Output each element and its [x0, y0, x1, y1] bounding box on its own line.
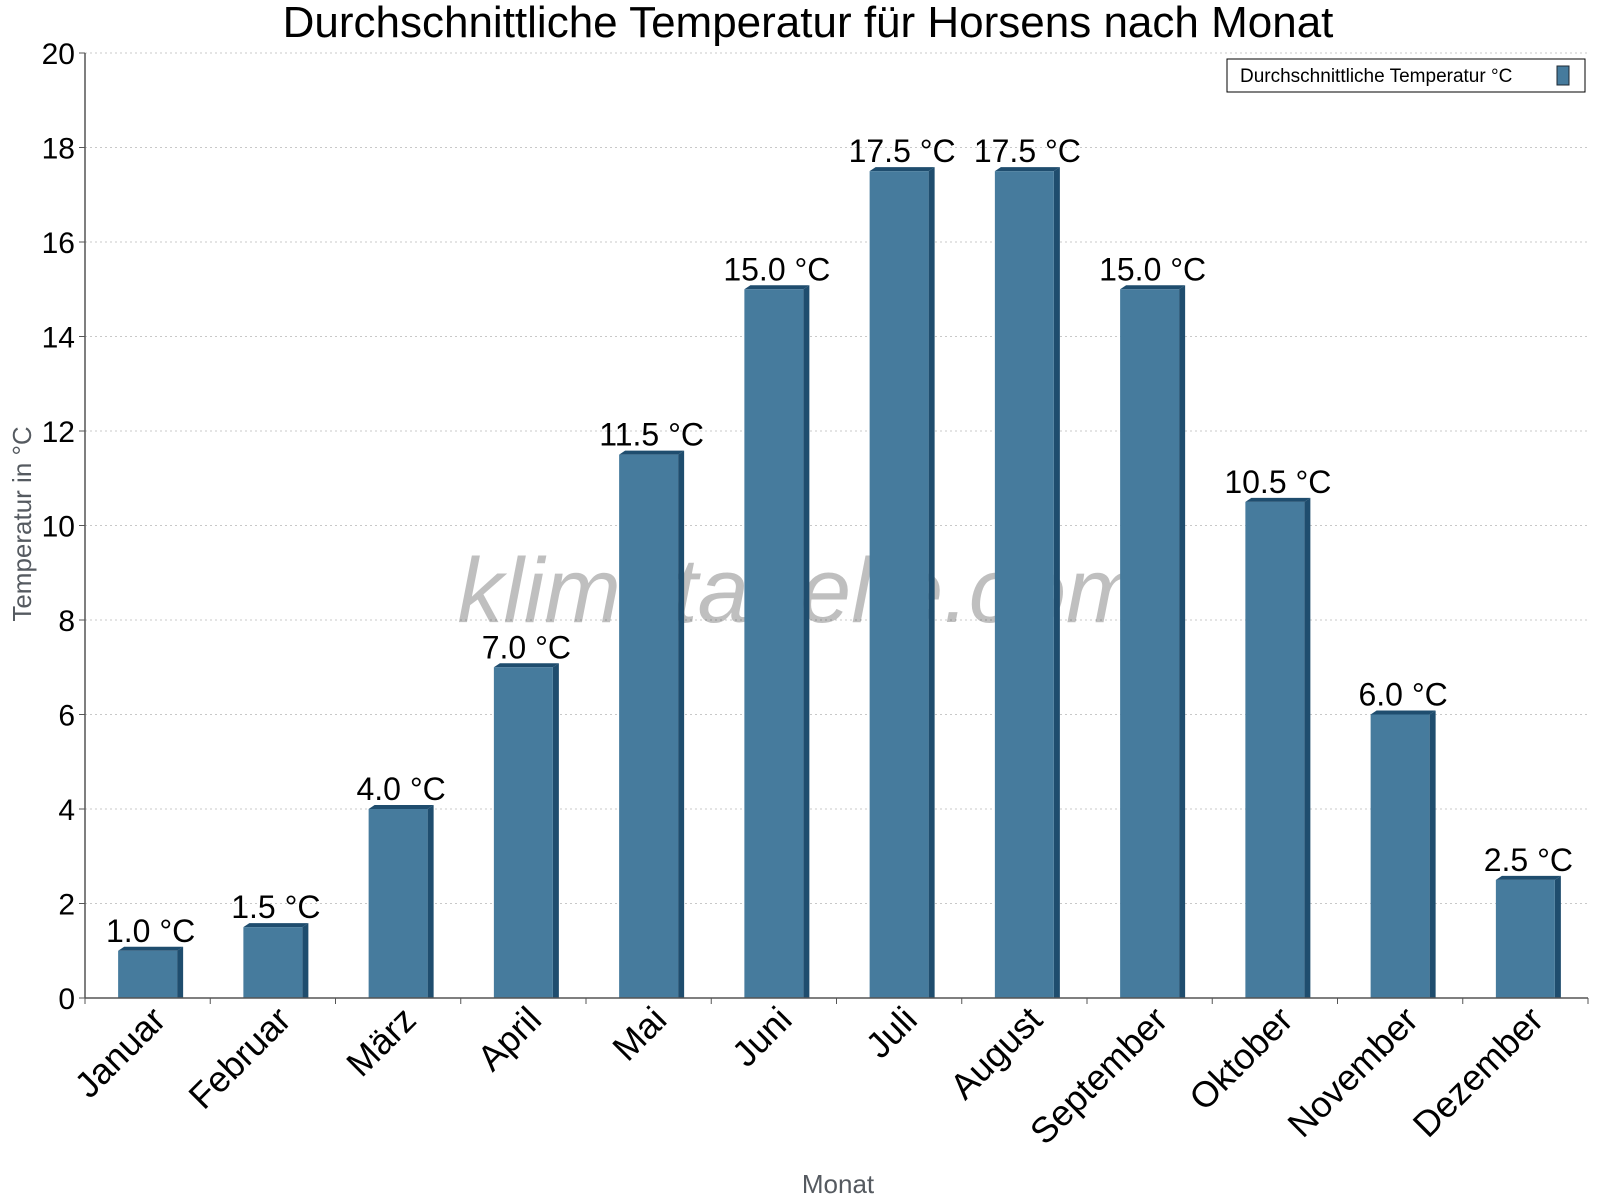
bar-top	[744, 285, 810, 290]
x-tick-label: Juli	[858, 999, 925, 1066]
bar-side	[302, 923, 309, 998]
bar-top	[1370, 710, 1436, 715]
legend-entry-label: Durchschnittliche Temperatur °C	[1240, 66, 1512, 87]
bar-11	[1370, 710, 1436, 998]
y-tick-label: 14	[42, 322, 75, 355]
y-tick-label: 4	[58, 794, 75, 827]
bar-top	[368, 805, 434, 809]
bar-front	[994, 171, 1054, 998]
data-label: 17.5 °C	[974, 133, 1081, 169]
data-label: 4.0 °C	[356, 771, 445, 807]
bar-front	[368, 809, 428, 998]
chart-title: Durchschnittliche Temperatur für Horsens…	[283, 0, 1334, 47]
bar-top	[1245, 497, 1311, 502]
x-tick-label: September	[1022, 999, 1176, 1153]
bar-front	[619, 454, 679, 998]
data-labels: 1.0 °C 1.5 °C 4.0 °C 7.0 °C 11.5 °C 15.0 °C 17…	[106, 133, 1573, 949]
bar-front	[1370, 714, 1430, 998]
x-tick-label: April	[469, 999, 549, 1079]
data-label: 1.5 °C	[231, 889, 320, 925]
y-tick-label: 10	[42, 511, 75, 544]
x-tick-label: August	[942, 999, 1050, 1107]
bar-1	[118, 946, 184, 998]
grid-lines	[85, 52, 1588, 904]
bar-front	[243, 927, 303, 998]
axes	[79, 52, 1589, 1004]
bar-side	[928, 167, 935, 998]
bar-side	[1053, 167, 1060, 998]
bar-10	[1245, 497, 1311, 998]
data-label: 15.0 °C	[723, 251, 830, 287]
bar-top	[869, 167, 935, 172]
y-tick-label: 20	[42, 38, 75, 71]
y-tick-label: 0	[58, 983, 75, 1016]
data-label: 17.5 °C	[849, 133, 956, 169]
bar-2	[243, 923, 309, 998]
bar-side	[1429, 710, 1436, 998]
data-label: 11.5 °C	[599, 417, 704, 453]
x-tick-label: Mai	[604, 999, 674, 1069]
bar-3	[368, 805, 434, 998]
x-tick-label: Juni	[724, 999, 800, 1075]
legend-box	[1226, 58, 1586, 93]
bar-top	[118, 946, 184, 951]
bar-front	[1120, 289, 1180, 998]
y-tick-label: 8	[58, 605, 75, 638]
bar-front	[493, 667, 553, 998]
bar-12	[1495, 875, 1561, 998]
x-tick-label: März	[338, 999, 424, 1085]
x-tick-label: Januar	[66, 999, 173, 1106]
y-tick-label: 16	[42, 227, 75, 260]
data-label: 1.0 °C	[106, 913, 195, 949]
bar-5	[619, 450, 685, 998]
x-tick-label: November	[1279, 999, 1425, 1145]
bar-top	[243, 923, 309, 928]
y-tick-label: 12	[42, 416, 75, 449]
legend: Durchschnittliche Temperatur °C	[1226, 58, 1586, 93]
legend-swatch	[1556, 65, 1570, 86]
bar-top	[994, 167, 1060, 172]
bar-8	[994, 167, 1060, 998]
bar-top	[619, 450, 685, 455]
x-tick-labels: Januar Februar März April Mai Juni Juli AugustS…	[66, 999, 1551, 1153]
data-label: 2.5 °C	[1484, 842, 1573, 878]
bar-side	[1554, 875, 1561, 998]
bar-top	[1120, 285, 1186, 290]
bar-side	[552, 663, 559, 998]
y-tick-label: 18	[42, 133, 75, 166]
bar-side	[427, 805, 434, 998]
bar-top	[1495, 875, 1561, 880]
bar-top	[493, 663, 559, 668]
y-tick-labels: 0 2 4 6 8 10 12 14 16 18 20	[42, 38, 75, 1016]
y-axis-title: Temperatur in °C	[7, 426, 37, 621]
bars	[118, 167, 1561, 998]
bar-side	[1304, 497, 1311, 998]
bar-front	[744, 289, 804, 998]
x-tick-label: Februar	[180, 999, 298, 1117]
bar-side	[177, 946, 184, 998]
y-tick-label: 2	[58, 889, 75, 922]
bar-front	[1495, 879, 1555, 998]
bar-front	[118, 950, 178, 998]
x-axis-title: Monat	[802, 1169, 875, 1199]
data-label: 15.0 °C	[1099, 251, 1206, 287]
bar-7	[869, 167, 935, 998]
bar-4	[493, 663, 559, 998]
bar-side	[1179, 285, 1186, 998]
x-tick-label: Oktober	[1181, 999, 1301, 1119]
bar-9	[1120, 285, 1186, 998]
bar-side	[678, 450, 685, 998]
data-label: 7.0 °C	[482, 629, 571, 665]
bar-side	[803, 285, 810, 998]
x-tick-label: Dezember	[1405, 999, 1551, 1145]
bar-front	[1245, 501, 1305, 998]
y-tick-label: 6	[58, 700, 75, 733]
bar-6	[744, 285, 810, 998]
data-label: 10.5 °C	[1224, 464, 1331, 500]
data-label: 6.0 °C	[1358, 677, 1447, 713]
bar-front	[869, 171, 929, 998]
